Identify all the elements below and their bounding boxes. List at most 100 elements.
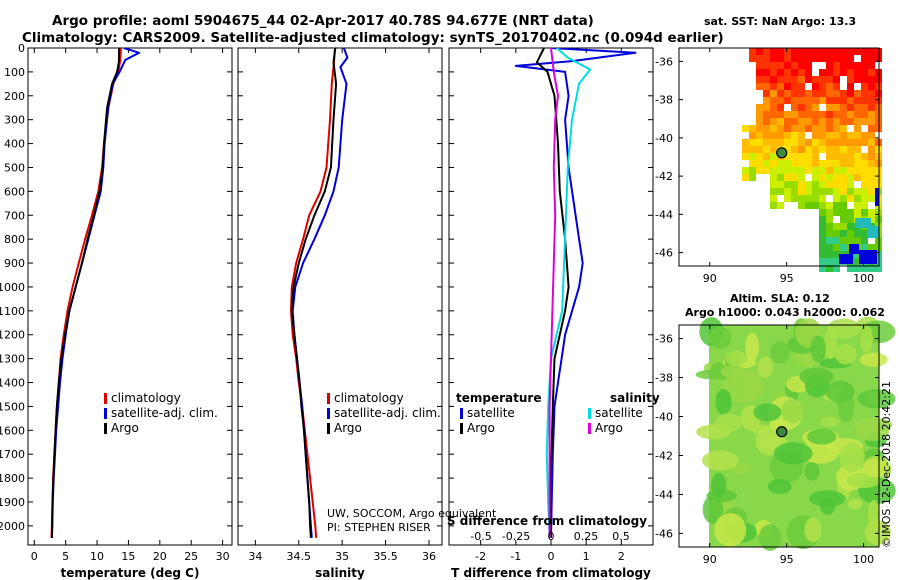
sst-cell [854,265,861,272]
sst-cell [847,83,854,90]
sst-cell [861,55,868,62]
sst-cell [826,76,833,83]
sst-cell [861,118,868,125]
sst-cell [819,209,826,216]
sst-cell [840,209,847,216]
sst-cell [847,132,854,139]
legend-label: Argo [111,421,139,435]
sst-cell [749,174,756,181]
sst-cell [784,160,791,167]
sst-cell [756,118,763,125]
sst-cell [805,62,812,69]
sst-cell [770,76,777,83]
sst-cell [854,174,861,181]
sst-cell [826,125,833,132]
sst-cell [756,125,763,132]
sst-map: -36 -38 -40 -42 -44 -46 90 95 100 [655,47,882,285]
series-line-s-argo [548,48,559,538]
sst-cell [826,209,833,216]
sla-blob [743,369,764,402]
sla-map-subtitle: Argo h1000: 0.043 h2000: 0.062 [685,306,885,319]
sst-cell [861,48,868,55]
y-tick-label: 300 [4,114,25,127]
sst-cell [861,62,868,69]
sst-cell [812,181,819,188]
sst-cell [833,237,840,244]
sla-blob [846,473,881,489]
y-tick-label: 1200 [0,329,25,342]
sst-cell [805,125,812,132]
sst-cell [854,90,861,97]
sst-cell [819,181,826,188]
sst-cell [812,146,819,153]
sst-cell [784,55,791,62]
s-diff-axis-label: S difference from climatology [447,514,647,528]
sst-cell [826,118,833,125]
sst-cell [798,90,805,97]
sst-cell [812,76,819,83]
sst-cell [812,202,819,209]
y-tick-label: 1900 [0,496,25,509]
sst-cell [861,244,868,251]
sst-cell [854,125,861,132]
x-tick-label: 1 [583,550,590,563]
sst-cell [854,195,861,202]
sst-cell [777,118,784,125]
sst-cell [742,174,749,181]
sst-cell [805,104,812,111]
sst-cell [868,181,875,188]
sst-cell [763,160,770,167]
sst-cell [756,167,763,174]
sla-blob [753,403,782,422]
sst-cell [805,97,812,104]
sst-cell [798,111,805,118]
sst-cell [770,139,777,146]
legend-title-salinity: salinity [610,391,660,405]
series-line-t-satellite [514,48,637,538]
sst-cell [777,181,784,188]
sst-cell [798,118,805,125]
sst-cell [805,167,812,174]
sst-cell [777,69,784,76]
sla-blob [714,512,747,547]
sst-cell [777,90,784,97]
sst-cell [749,160,756,167]
sst-cell [791,174,798,181]
sst-cell [770,83,777,90]
sst-cell [763,125,770,132]
sst-cell [812,118,819,125]
sst-cell [742,146,749,153]
sst-cell [833,167,840,174]
legend-label: satellite-adj. clim. [334,406,441,420]
sst-cell [854,48,861,55]
y-tick-label: 1100 [0,305,25,318]
sst-cell [854,209,861,216]
sst-cell [770,160,777,167]
sst-cell [847,139,854,146]
sst-cell [777,174,784,181]
sst-cell [791,97,798,104]
sla-blob [758,524,782,551]
sst-cell [756,132,763,139]
sst-cell [855,218,871,228]
sst-cell [749,167,756,174]
sst-cell [784,181,791,188]
sst-cell [840,188,847,195]
sst-cell [868,97,875,104]
sst-cell [833,90,840,97]
sst-cell [805,202,812,209]
sst-cell [826,251,833,258]
sst-cell [826,97,833,104]
sst-cell [826,55,833,62]
sst-cell [833,209,840,216]
sst-cell [854,258,861,265]
sst-cell [763,97,770,104]
sst-cell [805,146,812,153]
sla-blob [702,495,724,524]
sst-cell [854,76,861,83]
x-tick-label: 0 [548,550,555,563]
sst-cell [833,132,840,139]
legend-title-temperature: temperature [456,391,541,405]
sst-cell [854,160,861,167]
legend-swatch [327,423,330,434]
